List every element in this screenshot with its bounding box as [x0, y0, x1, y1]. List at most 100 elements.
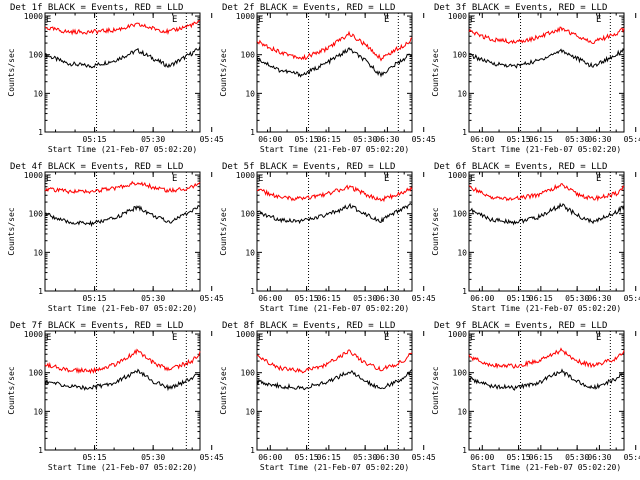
marker-label-left: E [258, 15, 263, 25]
y-tick-label: 1000 [448, 330, 467, 339]
plot-frame [256, 12, 413, 133]
x-tick-label: 05:15 [83, 453, 107, 462]
panel-det-5: Det 5f BLACK = Events, RED = LLD11010010… [219, 162, 612, 313]
x-tick-label: 06:30 [587, 453, 611, 462]
y-tick-label: 10 [457, 89, 467, 98]
x-tick-label: 05:15 [507, 294, 531, 303]
marker-label-right: E [596, 174, 601, 184]
x-axis-label: Start Time (21-Feb-07 05:02:20) [48, 304, 197, 313]
y-tick-label: 1 [462, 446, 467, 455]
panel-title: Det 4f BLACK = Events, RED = LLD [10, 162, 183, 172]
panel-det-8: Det 8f BLACK = Events, RED = LLD11010010… [219, 321, 612, 472]
y-tick-label: 10 [245, 248, 255, 257]
panel-title: Det 1f BLACK = Events, RED = LLD [10, 3, 183, 13]
marker-label-right: E [384, 15, 389, 25]
lld-series-line [468, 347, 625, 369]
x-axis-label: Start Time (21-Feb-07 05:02:20) [48, 463, 197, 472]
marker-label-left: E [258, 333, 263, 343]
y-tick-label: 1 [462, 287, 467, 296]
marker-label-left: E [470, 174, 475, 184]
x-tick-label: 06:15 [529, 135, 553, 144]
x-tick-label: 06:15 [317, 453, 341, 462]
x-tick-label: 05:15 [295, 294, 319, 303]
lld-series-line [44, 180, 201, 195]
events-series-line [468, 368, 625, 391]
x-tick-label: 05:45 [200, 294, 224, 303]
marker-label-left: E [470, 333, 475, 343]
y-tick-label: 1000 [236, 12, 255, 21]
marker-label-left: E [46, 15, 51, 25]
y-axis-label: Counts/sec [431, 48, 440, 96]
x-tick-label: 05:30 [141, 135, 165, 144]
y-tick-label: 1000 [24, 330, 43, 339]
events-series-line [468, 202, 625, 226]
y-tick-label: 100 [29, 369, 44, 378]
x-tick-label: 05:30 [353, 135, 377, 144]
plot-frame [44, 171, 201, 292]
x-tick-label: 05:15 [507, 453, 531, 462]
panel-det-2: Det 2f BLACK = Events, RED = LLD11010010… [219, 3, 612, 154]
marker-label-right: E [596, 15, 601, 25]
lld-series-line [256, 349, 413, 374]
x-tick-label: 05:45 [624, 453, 640, 462]
y-tick-label: 100 [29, 51, 44, 60]
y-tick-label: 1 [462, 128, 467, 137]
panel-det-7: Det 7f BLACK = Events, RED = LLD11010010… [7, 321, 400, 472]
lld-series-line [256, 30, 413, 62]
y-tick-label: 1000 [236, 330, 255, 339]
y-tick-label: 10 [457, 407, 467, 416]
x-tick-label: 05:45 [624, 294, 640, 303]
x-tick-label: 05:30 [141, 453, 165, 462]
plot-frame [256, 330, 413, 451]
x-tick-label: 06:15 [317, 294, 341, 303]
y-tick-label: 100 [241, 51, 256, 60]
x-tick-label: 05:15 [295, 453, 319, 462]
lld-series-line [468, 26, 625, 45]
marker-label-left: E [46, 333, 51, 343]
y-axis-label: Counts/sec [219, 366, 228, 414]
y-tick-label: 1 [38, 287, 43, 296]
y-tick-label: 100 [453, 369, 468, 378]
y-axis-label: Counts/sec [219, 207, 228, 255]
x-axis-label: Start Time (21-Feb-07 05:02:20) [260, 304, 409, 313]
x-tick-label: 06:30 [375, 453, 399, 462]
y-tick-label: 100 [241, 210, 256, 219]
x-tick-label: 05:45 [200, 135, 224, 144]
y-tick-label: 10 [245, 407, 255, 416]
panel-det-1: Det 1f BLACK = Events, RED = LLD 1 10 100 10… [7, 3, 400, 154]
marker-label-right: E [172, 15, 177, 25]
x-tick-label: 05:30 [565, 135, 589, 144]
x-tick-label: 05:15 [83, 135, 107, 144]
x-tick-label: 05:15 [295, 135, 319, 144]
y-tick-label: 100 [453, 51, 468, 60]
x-axis-label: Start Time (21-Feb-07 05:02:20) [472, 145, 621, 154]
y-tick-label: 100 [241, 369, 256, 378]
plot-frame [44, 12, 201, 133]
x-tick-label: 05:30 [565, 453, 589, 462]
panel-title: Det 9f BLACK = Events, RED = LLD [434, 321, 607, 331]
x-tick-label: 06:30 [587, 294, 611, 303]
events-series-line [468, 47, 625, 69]
events-series-line [256, 368, 413, 391]
events-series-line [256, 202, 413, 225]
x-tick-label: 05:45 [200, 453, 224, 462]
x-tick-label: 05:30 [353, 453, 377, 462]
events-series-line [44, 204, 201, 228]
marker-label-left: E [46, 174, 51, 184]
x-tick-label: 05:45 [412, 453, 436, 462]
marker-label-right: E [172, 333, 177, 343]
y-axis-label: Counts/sec [431, 207, 440, 255]
x-axis-label: Start Time (21-Feb-07 05:02:20) [260, 145, 409, 154]
panel-det-3: Det 3f BLACK = Events, RED = LLD 1 10 100 10… [431, 3, 640, 154]
y-tick-label: 1 [250, 128, 255, 137]
y-axis-label: Counts/sec [7, 48, 16, 96]
y-tick-label: 1000 [448, 12, 467, 21]
x-tick-label: 06:30 [375, 135, 399, 144]
y-tick-label: 10 [33, 89, 43, 98]
panel-title: Det 2f BLACK = Events, RED = LLD [222, 3, 395, 13]
y-tick-label: 100 [29, 210, 44, 219]
marker-label-right: E [172, 174, 177, 184]
marker-label-right: E [384, 174, 389, 184]
y-tick-label: 100 [453, 210, 468, 219]
events-series-line [256, 47, 413, 78]
